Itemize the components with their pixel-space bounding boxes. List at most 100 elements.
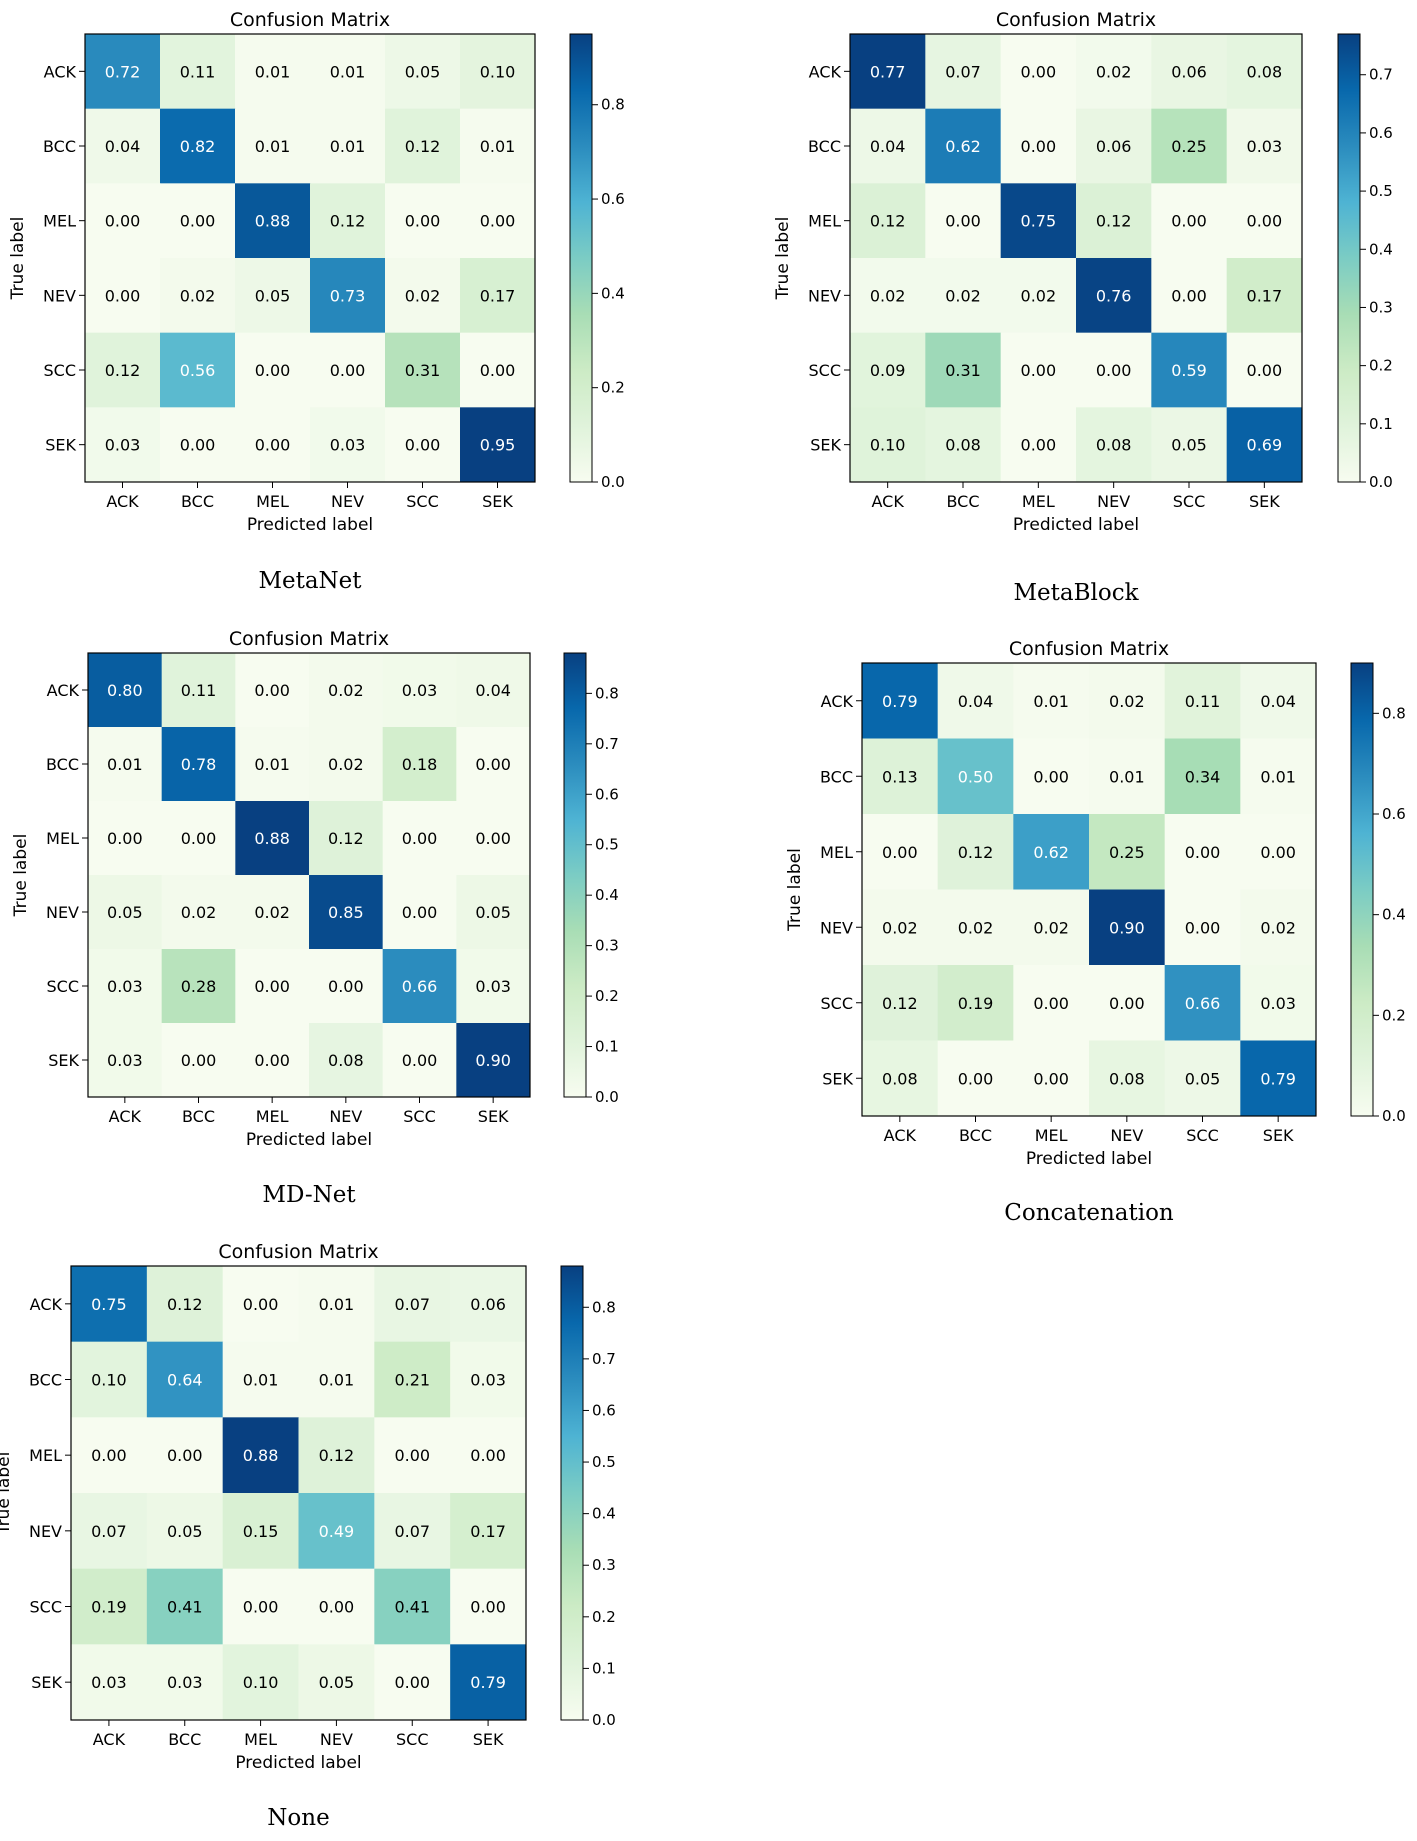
matrix-cell: [862, 889, 939, 966]
cell-value-label: 0.19: [91, 1598, 127, 1617]
matrix-cell: [160, 108, 236, 184]
x-axis-label: Predicted label: [235, 1753, 361, 1773]
colorbar-tick-label: 0.6: [595, 785, 619, 803]
cell-value-label: 0.00: [405, 436, 441, 455]
cell-value-label: 0.00: [1109, 994, 1145, 1013]
matrix-frame: [861, 662, 1317, 1117]
matrix-cell: [88, 949, 163, 1024]
cell-value-label: 0.08: [1096, 436, 1132, 455]
colorbar-tick-label: 0.2: [1369, 357, 1393, 375]
cell-value-label: 0.00: [402, 903, 438, 922]
y-tick-label: BCC: [46, 755, 79, 774]
cell-value-label: 0.03: [91, 1673, 127, 1692]
matrix-cell: [850, 407, 926, 483]
cell-value-label: 0.17: [470, 1522, 506, 1541]
cell-value-label: 0.08: [1247, 62, 1283, 81]
x-tick-label: SCC: [406, 492, 439, 511]
cell-value-label: 0.05: [319, 1673, 355, 1692]
matrix-cell: [71, 1493, 148, 1570]
cell-value-label: 0.02: [1021, 286, 1057, 305]
matrix-cell: [1089, 663, 1166, 739]
matrix-cell: [937, 889, 1014, 966]
matrix-cell: [382, 875, 457, 950]
matrix-cell: [1240, 965, 1317, 1041]
cell-value-label: 0.00: [402, 1051, 438, 1070]
cell-value-label: 0.00: [475, 755, 511, 774]
cell-value-label: 0.00: [254, 1051, 290, 1070]
matrix-cell: [1151, 183, 1228, 259]
y-tick-label: NEV: [43, 286, 76, 305]
cell-value-label: 0.00: [394, 1673, 430, 1692]
x-tick-label: SEK: [478, 1107, 509, 1126]
cell-value-label: 0.28: [181, 977, 217, 996]
cell-value-label: 0.03: [330, 436, 366, 455]
cell-value-label: 0.72: [105, 62, 141, 81]
cell-value-label: 0.03: [470, 1371, 506, 1390]
y-tick-label: SCC: [30, 1598, 63, 1617]
y-tick-label: SEK: [45, 436, 76, 455]
matrix-cell: [88, 801, 163, 876]
matrix-cell: [146, 1417, 224, 1494]
matrix-cell: [925, 332, 1002, 408]
matrix-cell: [1000, 183, 1077, 259]
cell-value-label: 0.12: [1096, 212, 1132, 231]
cell-value-label: 0.02: [328, 755, 364, 774]
matrix-cell: [1164, 965, 1241, 1041]
y-tick-label: ACK: [44, 62, 77, 81]
x-tick-label: BCC: [181, 492, 214, 511]
matrix-cell: [862, 663, 939, 739]
colorbar-tick-label: 0.6: [1382, 805, 1406, 823]
cell-value-label: 0.05: [107, 903, 143, 922]
cell-value-label: 0.75: [1021, 212, 1057, 231]
cell-value-label: 0.79: [1260, 1069, 1296, 1088]
cell-value-label: 0.05: [405, 62, 441, 81]
cell-value-label: 0.82: [180, 137, 216, 156]
cell-value-label: 0.25: [1109, 843, 1145, 862]
cell-value-label: 0.00: [1260, 843, 1296, 862]
cell-value-label: 0.56: [180, 361, 216, 380]
y-axis-label: True label: [773, 217, 793, 301]
cell-value-label: 0.08: [882, 1069, 918, 1088]
matrix-cell: [309, 875, 384, 950]
matrix-cell: [160, 332, 236, 408]
matrix-cell: [460, 407, 536, 483]
confusion-matrix-panel-5: 0.75 0.12 0.00 0.01 0.07 0.06 0.10 0.64 0.01 0.01…: [0, 1241, 616, 1831]
matrix-cell: [235, 108, 311, 184]
x-tick-label: SCC: [1186, 1126, 1219, 1145]
x-tick-label: NEV: [320, 1730, 353, 1749]
cell-value-label: 0.00: [319, 1598, 355, 1617]
x-tick-label: ACK: [872, 492, 905, 511]
cell-value-label: 0.01: [330, 62, 366, 81]
matrix-cell: [1240, 738, 1317, 815]
matrix-cell: [937, 965, 1014, 1041]
cell-value-label: 0.04: [475, 681, 511, 700]
y-tick-label: MEL: [46, 829, 79, 848]
matrix-cell: [925, 258, 1002, 334]
matrix-cell: [1013, 663, 1090, 739]
matrix-title: Confusion Matrix: [229, 628, 389, 650]
matrix-cell: [460, 108, 536, 184]
matrix-cell: [385, 108, 461, 184]
matrix-cell: [374, 1417, 451, 1494]
matrix-cell: [310, 258, 386, 334]
cell-value-label: 0.00: [243, 1295, 279, 1314]
matrix-cell: [298, 1644, 375, 1721]
cell-value-label: 0.03: [107, 977, 143, 996]
matrix-frame: [849, 33, 1303, 483]
y-tick-label: SEK: [822, 1069, 853, 1088]
matrix-cell: [85, 332, 161, 408]
cell-value-label: 0.06: [470, 1295, 506, 1314]
cell-value-label: 0.00: [105, 212, 141, 231]
matrix-cell: [85, 183, 161, 259]
x-tick-label: BCC: [182, 1107, 215, 1126]
matrix-cell: [298, 1266, 375, 1343]
cell-value-label: 0.59: [1171, 361, 1207, 380]
cell-value-label: 0.34: [1185, 767, 1221, 786]
y-tick-label: SCC: [44, 361, 77, 380]
matrix-cell: [1226, 332, 1303, 408]
cell-value-label: 0.12: [328, 829, 364, 848]
matrix-cell: [382, 801, 457, 876]
colorbar-tick-label: 0.8: [592, 1298, 616, 1316]
y-tick-label: NEV: [46, 903, 79, 922]
matrix-cells: 0.79 0.04 0.01 0.02 0.11 0.04 0.13 0.50 0.00 0.01…: [862, 663, 1317, 1117]
